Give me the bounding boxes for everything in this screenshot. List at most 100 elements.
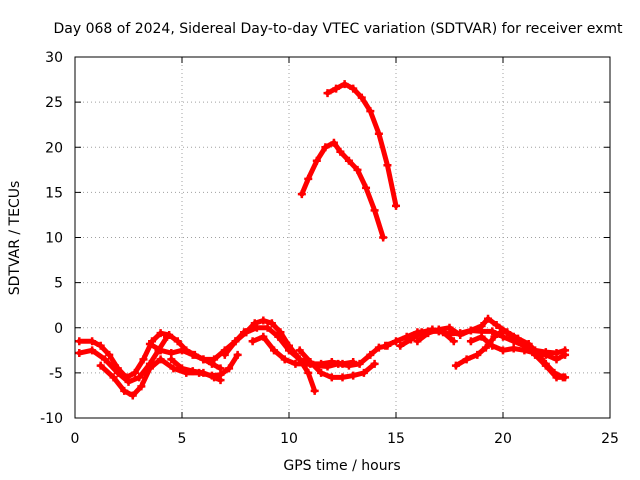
data-point: [139, 355, 148, 364]
data-point: [250, 319, 259, 328]
data-point: [561, 373, 570, 382]
data-point: [75, 337, 84, 346]
data-point: [473, 350, 482, 359]
data-point: [490, 332, 499, 341]
data-point: [392, 201, 400, 210]
data-point: [297, 190, 306, 199]
data-point: [242, 328, 251, 337]
data-point: [216, 376, 225, 385]
data-point: [338, 373, 347, 382]
data-point: [355, 359, 364, 368]
data-point: [252, 323, 261, 332]
x-axis-ticks: 0 5 10 15 20 25: [71, 57, 619, 447]
data-point: [488, 327, 497, 336]
data-point: [231, 337, 240, 346]
x-axis-title: GPS time / hours: [283, 458, 400, 474]
series-layer: [75, 80, 570, 400]
data-point: [344, 361, 353, 370]
data-point: [169, 364, 178, 373]
data-point: [225, 364, 234, 373]
data-point: [96, 341, 105, 350]
data-point: [321, 143, 330, 152]
x-tick-label: 10: [280, 431, 298, 447]
y-tick-label: 5: [54, 276, 63, 292]
data-point: [383, 161, 392, 170]
y-tick-label: 10: [45, 231, 63, 247]
data-point: [334, 359, 343, 368]
data-point: [366, 107, 375, 116]
data-point: [145, 339, 154, 348]
data-point: [359, 368, 368, 377]
data-point: [317, 368, 326, 377]
data-point: [96, 361, 105, 370]
data-point: [137, 382, 146, 391]
data-point: [332, 84, 341, 93]
data-point: [145, 364, 154, 373]
data-point: [353, 165, 362, 174]
series-arc-n: [468, 334, 568, 362]
data-point: [274, 332, 283, 341]
data-point: [451, 361, 460, 370]
y-axis-ticks: -10 -5 0 5 10 15 20 25 30: [40, 50, 610, 427]
data-point: [370, 206, 379, 215]
data-point: [520, 346, 529, 355]
data-point: [449, 337, 458, 346]
data-point: [156, 346, 165, 355]
data-point: [492, 321, 501, 330]
data-point: [349, 371, 358, 380]
data-point: [344, 156, 353, 165]
data-point: [396, 341, 405, 350]
data-point: [248, 337, 257, 346]
data-point: [105, 350, 114, 359]
data-point: [477, 332, 486, 341]
data-point: [291, 359, 300, 368]
chart-title: Day 068 of 2024, Sidereal Day-to-day VTE…: [54, 21, 624, 37]
y-tick-label: 20: [45, 140, 63, 156]
data-point: [477, 321, 486, 330]
data-point: [456, 330, 465, 339]
data-point: [366, 350, 375, 359]
data-point: [128, 391, 137, 400]
data-point: [374, 343, 383, 352]
data-point: [210, 373, 219, 382]
data-point: [75, 349, 84, 358]
data-point: [379, 233, 388, 242]
data-point: [374, 129, 383, 138]
data-point: [178, 364, 186, 373]
data-point: [306, 358, 315, 367]
data-point: [156, 355, 165, 364]
data-point: [233, 350, 242, 359]
data-point: [561, 350, 570, 359]
data-point: [392, 337, 400, 346]
data-point: [163, 332, 172, 341]
x-tick-label: 15: [387, 431, 405, 447]
data-point: [466, 326, 475, 335]
data-point: [466, 337, 475, 346]
data-point: [210, 355, 219, 364]
data-point: [259, 316, 268, 325]
data-point: [276, 328, 285, 337]
data-point: [349, 84, 358, 93]
data-point: [499, 326, 507, 335]
data-point: [424, 329, 433, 338]
y-tick-label: -10: [40, 411, 63, 427]
data-point: [552, 355, 561, 364]
data-point: [381, 341, 390, 350]
data-point: [113, 368, 122, 377]
data-point: [370, 359, 379, 368]
data-point: [329, 138, 338, 147]
y-tick-label: -5: [49, 366, 63, 382]
data-point: [267, 319, 276, 328]
data-point: [178, 346, 186, 355]
data-point: [340, 80, 349, 89]
data-point: [531, 349, 540, 358]
data-point: [509, 332, 518, 341]
x-tick-label: 25: [601, 431, 619, 447]
data-point: [499, 346, 507, 355]
data-point: [484, 314, 493, 323]
data-point: [509, 344, 518, 353]
data-point: [120, 386, 129, 395]
x-tick-label: 20: [494, 431, 512, 447]
